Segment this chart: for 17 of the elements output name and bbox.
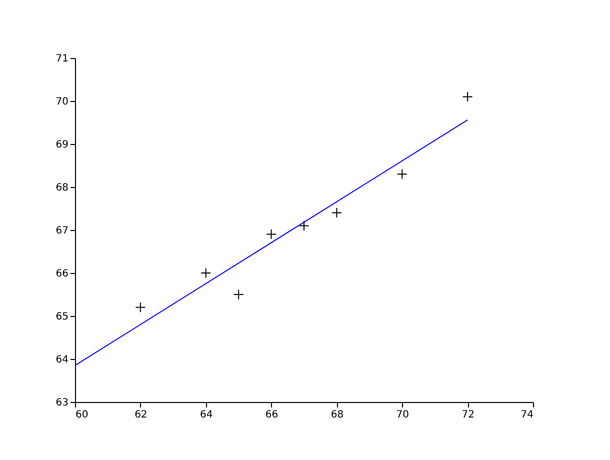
x-tick-label: 66 (265, 410, 278, 420)
x-tick-label: 60 (76, 410, 88, 420)
y-tick-label: 64 (56, 354, 68, 366)
x-tick-label: 62 (134, 410, 148, 420)
y-tick-label: 65 (56, 312, 68, 322)
y-tick-label: 71 (56, 54, 68, 64)
x-tick-label: 68 (330, 410, 344, 420)
y-tick-label: 68 (56, 182, 68, 194)
x-tick-label: 70 (396, 410, 410, 420)
y-tick-label: 70 (56, 96, 68, 108)
x-tick-label: 74 (520, 410, 534, 420)
y-tick-label: 67 (56, 226, 68, 236)
y-tick-label: 69 (56, 140, 68, 150)
y-tick-label: 66 (56, 268, 68, 280)
x-tick-label: 64 (200, 410, 213, 420)
x-tick-label: 72 (462, 410, 474, 420)
y-tick-label: 63 (56, 398, 68, 408)
